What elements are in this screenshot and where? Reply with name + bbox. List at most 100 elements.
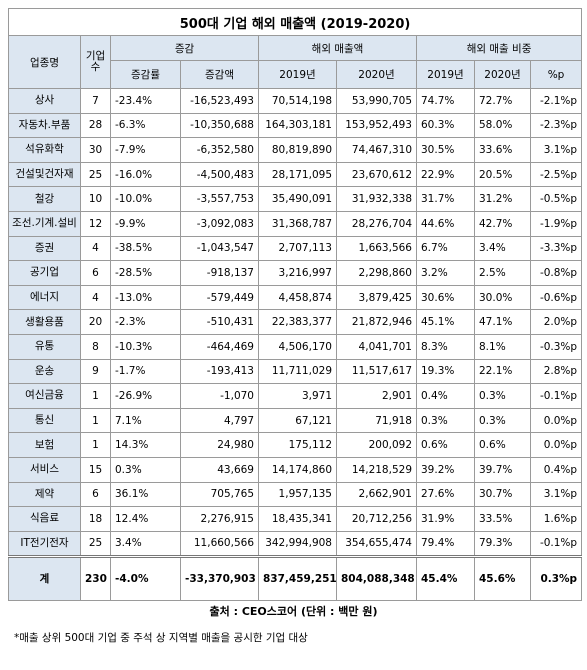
value-cell: 7.1% <box>110 407 181 434</box>
value-cell: -1.9%p <box>529 210 583 237</box>
value-cell: 14.3% <box>110 432 181 458</box>
value-cell: 22.1% <box>474 358 531 385</box>
value-cell: 4 <box>80 284 111 311</box>
value-cell: 79.4% <box>416 530 475 558</box>
value-cell: -0.6%p <box>529 284 583 311</box>
industry-cell: IT전기전자 <box>8 530 81 558</box>
industry-cell: 생활용품 <box>8 309 81 335</box>
table-row: 생활용품 20 -2.3% -510,431 22,383,377 21,872,946 4… <box>8 309 583 335</box>
table-row: 운송 9 -1.7% -193,413 11,711,029 11,517,617 19.3… <box>8 358 583 385</box>
value-cell: 4,041,701 <box>336 333 417 360</box>
value-cell: 0.3% <box>474 383 531 409</box>
value-cell: -4.0% <box>110 555 181 602</box>
value-cell: 837,459,251 <box>258 555 337 602</box>
footnote: *매출 상위 500대 기업 중 주석 상 지역별 매출을 공시한 기업 대상 <box>14 632 308 644</box>
table-row: 여신금융 1 -26.9% -1,070 3,971 2,901 0.4% 0.3% -0.1%… <box>8 383 583 409</box>
value-cell: 1 <box>80 432 111 458</box>
value-cell: 6.7% <box>416 235 475 262</box>
value-cell: 3.4% <box>474 235 531 262</box>
industry-cell: 상사 <box>8 88 81 114</box>
value-cell: -28.5% <box>110 260 181 286</box>
value-cell: -3.3%p <box>529 235 583 262</box>
industry-cell: 제약 <box>8 481 81 508</box>
value-cell: -38.5% <box>110 235 181 262</box>
value-cell: 0.3% <box>110 456 181 483</box>
value-cell: 25 <box>80 530 111 558</box>
table-row: 제약 6 36.1% 705,765 1,957,135 2,662,901 27.6% 30… <box>8 481 583 508</box>
value-cell: 2,662,901 <box>336 481 417 508</box>
value-cell: -10.3% <box>110 333 181 360</box>
value-cell: 2,707,113 <box>258 235 337 262</box>
value-cell: -1,070 <box>180 383 259 409</box>
value-cell: 4,797 <box>180 407 259 434</box>
sales-table: 500대 기업 해외 매출액 (2019-2020) 업종명 기업수 증감 해외… <box>7 8 583 602</box>
value-cell: 14,174,860 <box>258 456 337 483</box>
value-cell: 30 <box>80 137 111 163</box>
header-cell: 2019년 <box>258 60 337 89</box>
table-title: 500대 기업 해외 매출액 (2019-2020) <box>7 8 583 36</box>
value-cell: -0.1%p <box>529 383 583 409</box>
value-cell: 3.1%p <box>529 137 583 163</box>
value-cell: 24,980 <box>180 432 259 458</box>
value-cell: 28,171,095 <box>258 161 337 188</box>
value-cell: 230 <box>80 555 111 602</box>
value-cell: 47.1% <box>474 309 531 335</box>
value-cell: 25 <box>80 161 111 188</box>
value-cell: -510,431 <box>180 309 259 335</box>
value-cell: -0.5%p <box>529 186 583 212</box>
header-cell: 해외 매출 비중 <box>415 35 583 61</box>
value-cell: 0.0%p <box>529 407 583 434</box>
value-cell: -23.4% <box>110 88 181 114</box>
value-cell: 18 <box>80 506 111 532</box>
value-cell: 19.3% <box>416 358 475 385</box>
value-cell: -9.9% <box>110 210 181 237</box>
value-cell: 70,514,198 <box>258 88 337 114</box>
industry-cell: 철강 <box>8 186 81 212</box>
header-cell: 2020년 <box>474 60 531 89</box>
value-cell: 74,467,310 <box>336 137 417 163</box>
value-cell: 28,276,704 <box>336 210 417 237</box>
value-cell: -1,043,547 <box>180 235 259 262</box>
value-cell: 3,971 <box>258 383 337 409</box>
header-cell: 업종명 <box>8 35 81 89</box>
value-cell: 30.7% <box>474 481 531 508</box>
value-cell: -2.3% <box>110 309 181 335</box>
value-cell: 39.7% <box>474 456 531 483</box>
value-cell: 45.1% <box>416 309 475 335</box>
value-cell: 3,879,425 <box>336 284 417 311</box>
value-cell: -2.1%p <box>529 88 583 114</box>
value-cell: 12 <box>80 210 111 237</box>
value-cell: 18,435,341 <box>258 506 337 532</box>
value-cell: 153,952,493 <box>336 112 417 139</box>
table-row: 조선.기계.설비 12 -9.9% -3,092,083 31,368,787 28,27… <box>8 210 583 237</box>
value-cell: 30.6% <box>416 284 475 311</box>
value-cell: 79.3% <box>474 530 531 558</box>
value-cell: 20 <box>80 309 111 335</box>
value-cell: 31,368,787 <box>258 210 337 237</box>
value-cell: 10 <box>80 186 111 212</box>
value-cell: 2,901 <box>336 383 417 409</box>
value-cell: -579,449 <box>180 284 259 311</box>
value-cell: -2.5%p <box>529 161 583 188</box>
table-row: 계 230 -4.0% -33,370,903 837,459,251 804,088,3… <box>8 555 583 602</box>
industry-cell: 에너지 <box>8 284 81 311</box>
industry-cell: 여신금융 <box>8 383 81 409</box>
industry-cell: 통신 <box>8 407 81 434</box>
header-cell: 2020년 <box>336 60 417 89</box>
value-cell: 804,088,348 <box>336 555 417 602</box>
value-cell: -16.0% <box>110 161 181 188</box>
industry-cell: 조선.기계.설비 <box>8 210 81 237</box>
value-cell: 74.7% <box>416 88 475 114</box>
value-cell: 45.4% <box>416 555 475 602</box>
value-cell: -13.0% <box>110 284 181 311</box>
value-cell: 8.3% <box>416 333 475 360</box>
value-cell: 1 <box>80 407 111 434</box>
source: 출처 : CEO스코어 (단위 : 백만 원) <box>209 605 378 618</box>
value-cell: -16,523,493 <box>180 88 259 114</box>
value-cell: -3,092,083 <box>180 210 259 237</box>
value-cell: 22.9% <box>416 161 475 188</box>
table-row: 유통 8 -10.3% -464,469 4,506,170 4,041,701 8.3% 8… <box>8 333 583 360</box>
value-cell: 175,112 <box>258 432 337 458</box>
value-cell: 3.2% <box>416 260 475 286</box>
